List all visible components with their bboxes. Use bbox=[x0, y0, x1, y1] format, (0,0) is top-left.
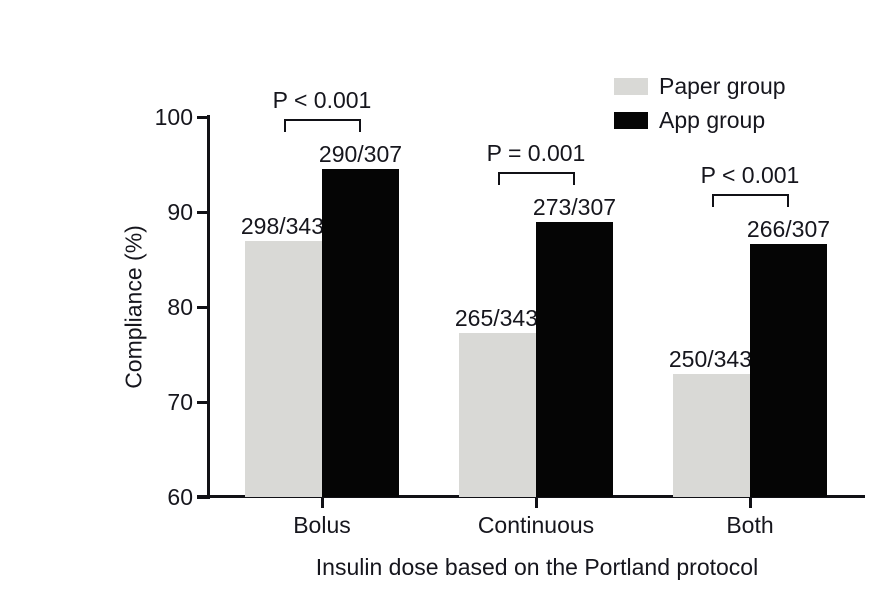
y-tick-label: 70 bbox=[167, 389, 193, 415]
significance-bracket-bolus bbox=[283, 119, 361, 133]
y-tick-label: 80 bbox=[167, 294, 193, 320]
legend-swatch-app-group bbox=[614, 111, 648, 129]
x-tick-label-bolus: Bolus bbox=[293, 512, 351, 538]
x-tick-label-both: Both bbox=[726, 512, 774, 538]
x-axis-title: Insulin dose based on the Portland proto… bbox=[315, 554, 759, 580]
x-tick bbox=[534, 497, 538, 508]
legend-label-app-group: App group bbox=[659, 106, 766, 133]
bar-value-label-app-bolus: 290/307 bbox=[318, 141, 403, 168]
p-value-label-both: P < 0.001 bbox=[700, 162, 800, 189]
y-tick-label: 90 bbox=[167, 199, 193, 225]
bar-value-label-paper-both: 250/343 bbox=[668, 346, 752, 373]
bar-paper-both bbox=[673, 374, 750, 497]
y-tick bbox=[197, 305, 210, 309]
p-value-label-bolus: P < 0.001 bbox=[272, 87, 372, 114]
bar-paper-continuous bbox=[459, 332, 536, 497]
legend-label-paper-group: Paper group bbox=[659, 72, 786, 99]
y-tick bbox=[197, 210, 210, 214]
y-tick bbox=[197, 115, 210, 119]
bar-app-bolus bbox=[322, 169, 399, 497]
legend: Paper group App group bbox=[614, 73, 786, 141]
legend-item-paper-group: Paper group bbox=[614, 73, 786, 99]
p-value-label-continuous: P = 0.001 bbox=[486, 140, 586, 167]
bar-app-continuous bbox=[536, 222, 613, 497]
x-tick bbox=[320, 497, 324, 508]
significance-bracket-both bbox=[711, 194, 789, 208]
x-tick-label-continuous: Continuous bbox=[477, 512, 595, 538]
legend-item-app-group: App group bbox=[614, 107, 786, 133]
bar-paper-bolus bbox=[245, 241, 322, 497]
y-tick-label: 100 bbox=[154, 104, 193, 130]
y-tick bbox=[197, 495, 210, 499]
bar-value-label-app-both: 266/307 bbox=[746, 216, 831, 243]
significance-bracket-continuous bbox=[497, 172, 575, 186]
bar-value-label-paper-continuous: 265/343 bbox=[454, 304, 538, 331]
bar-app-both bbox=[750, 244, 827, 497]
y-tick bbox=[197, 400, 210, 404]
legend-swatch-paper-group bbox=[614, 77, 648, 95]
bar-value-label-app-continuous: 273/307 bbox=[532, 194, 617, 221]
y-tick-label: 60 bbox=[167, 484, 193, 510]
x-tick bbox=[748, 497, 752, 508]
bar-value-label-paper-bolus: 298/343 bbox=[240, 213, 324, 240]
